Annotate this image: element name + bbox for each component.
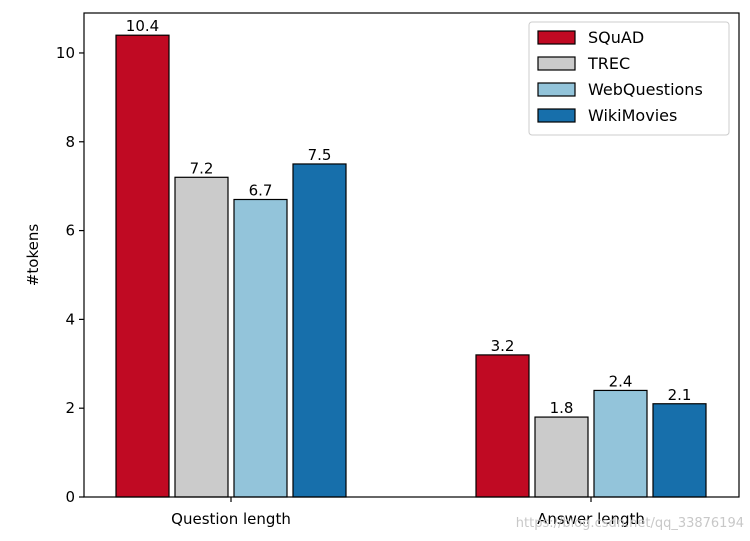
legend-swatch-squad: [537, 30, 576, 45]
y-axis-label: #tokens: [24, 224, 42, 287]
legend: SQuAD TREC WebQuestions WikiMovies: [528, 21, 730, 136]
y-tick-label: 4: [65, 310, 75, 328]
legend-swatch-wikimovies: [537, 108, 576, 123]
legend-swatch-webquestions: [537, 82, 576, 97]
data-labels-layer: 10.4 7.2 6.7 7.5 3.2 1.8 2.4 2.1: [126, 17, 692, 417]
data-label: 3.2: [491, 337, 515, 355]
legend-label-wikimovies: WikiMovies: [588, 106, 677, 125]
x-axis-ticks: Question length Answer length: [171, 497, 645, 528]
y-tick-label: 0: [65, 488, 75, 506]
data-label: 7.2: [190, 159, 214, 177]
plot-frame: [83, 12, 740, 498]
y-tick-label: 6: [65, 222, 75, 240]
legend-label-trec: TREC: [587, 54, 630, 73]
bar-trec-question: [174, 176, 229, 498]
data-label: 10.4: [126, 17, 159, 35]
watermark-text: https://blog.csdn.net/qq_33876194: [516, 516, 744, 531]
bar-wikimovies-question: [292, 163, 347, 498]
data-label: 7.5: [308, 146, 332, 164]
bar-squad-answer: [475, 354, 530, 498]
bars-layer: [115, 34, 707, 498]
data-label: 1.8: [550, 399, 574, 417]
x-tick-label: Answer length: [537, 510, 645, 528]
bar-trec-answer: [534, 416, 589, 498]
legend-swatch-trec: [537, 56, 576, 71]
y-axis-ticks: 0 2 4 6 8 10: [56, 44, 84, 506]
data-label: 2.4: [609, 372, 633, 390]
x-tick-label: Question length: [171, 510, 291, 528]
data-label: 6.7: [249, 181, 273, 199]
bar-webquestions-question: [233, 198, 288, 498]
bar-wikimovies-answer: [652, 403, 707, 498]
legend-label-squad: SQuAD: [588, 28, 644, 47]
y-tick-label: 10: [56, 44, 75, 62]
bar-squad-question: [115, 34, 170, 498]
y-tick-label: 2: [65, 399, 75, 417]
y-tick-label: 8: [65, 133, 75, 151]
bar-webquestions-answer: [593, 389, 648, 498]
legend-box: [528, 21, 730, 136]
data-label: 2.1: [668, 386, 692, 404]
legend-label-webquestions: WebQuestions: [588, 80, 703, 99]
